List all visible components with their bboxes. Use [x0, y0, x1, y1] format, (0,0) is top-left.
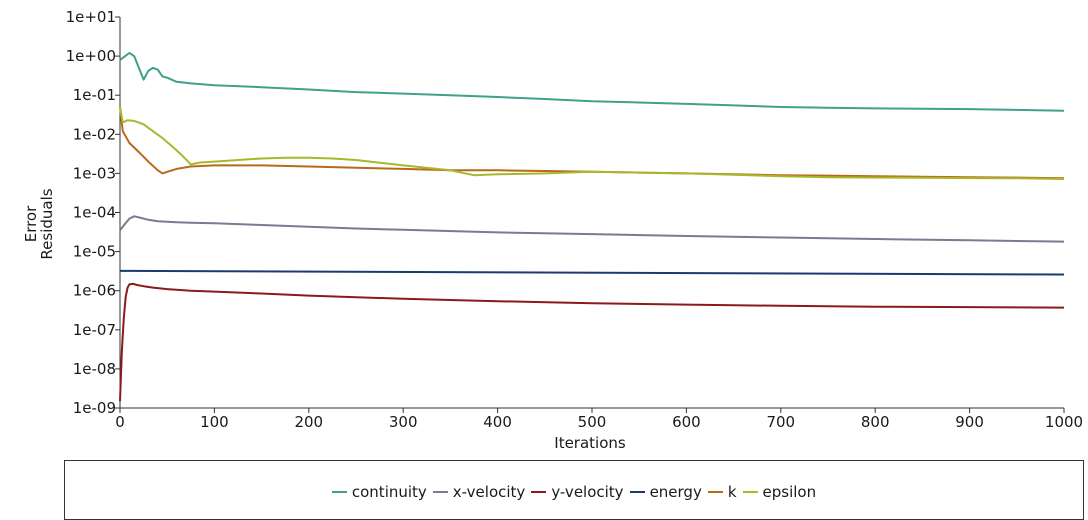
series-line-continuity: [119, 52, 1065, 112]
legend-swatch: [531, 491, 547, 493]
legend-swatch: [629, 491, 645, 493]
y-tick-label: 1e+01: [66, 8, 116, 26]
legend-label: energy: [649, 483, 702, 501]
series-line-x-velocity: [119, 215, 1065, 243]
x-tick-label: 600: [672, 413, 701, 431]
legend-label: k: [727, 483, 737, 501]
series-line-k: [119, 106, 1065, 180]
legend-items: continuity x-velocity y-velocity energy k eps…: [65, 479, 1083, 501]
y-tick-label: 1e-07: [73, 321, 116, 339]
legend-swatch: [432, 491, 448, 493]
series-line-energy: [119, 269, 1065, 276]
x-tick-label: 800: [861, 413, 890, 431]
legend-label: y-velocity: [551, 483, 624, 501]
y-tick-label: 1e-08: [73, 360, 116, 378]
y-tick-label: 1e-01: [73, 86, 116, 104]
series-line-y-velocity: [119, 282, 1065, 402]
legend-item-y-velocity: y-velocity: [531, 483, 624, 501]
residuals-chart: 0 100 200 300 400 500 600 700 800 900 1000 1e+01 1e+…: [22, 8, 1084, 452]
x-tick-label: 0: [115, 413, 125, 431]
legend-item-k: k: [707, 483, 737, 501]
legend-swatch: [742, 491, 758, 493]
legend-item-energy: energy: [629, 483, 702, 501]
y-tick-label: 1e-05: [73, 243, 116, 261]
y-tick-label: 1e+00: [66, 47, 116, 65]
y-tick-label: 1e-03: [73, 164, 116, 182]
x-tick-label: 400: [483, 413, 512, 431]
x-tick-label: 100: [200, 413, 229, 431]
legend-item-epsilon: epsilon: [742, 483, 817, 501]
legend-label: x-velocity: [452, 483, 526, 501]
x-tick-label: 200: [294, 413, 323, 431]
x-tick-label: 900: [955, 413, 984, 431]
y-axis-title-line-2: Residuals: [38, 188, 56, 259]
x-tick-label: 700: [766, 413, 795, 431]
legend-label: continuity: [351, 483, 427, 501]
x-tick-label: 500: [578, 413, 607, 431]
x-tick-label: 300: [389, 413, 418, 431]
tick-labels: 0 100 200 300 400 500 600 700 800 900 1000 1e+01 1e+…: [66, 8, 1084, 431]
y-tick-label: 1e-02: [73, 125, 116, 143]
legend-item-continuity: continuity: [331, 483, 427, 501]
legend-swatch: [707, 491, 723, 493]
legend-label: epsilon: [762, 483, 817, 501]
y-axis-title-line-1: Error: [22, 205, 40, 242]
y-tick-label: 1e-09: [73, 399, 116, 417]
y-tick-label: 1e-04: [73, 204, 116, 222]
legend-swatch: [331, 491, 347, 493]
y-axis-title: Error Residuals: [22, 188, 56, 259]
x-axis-title: Iterations: [554, 434, 626, 452]
y-tick-label: 1e-06: [73, 282, 116, 300]
axes: [115, 16, 1065, 413]
series-lines: [119, 52, 1065, 402]
legend: continuity x-velocity y-velocity energy k eps…: [64, 460, 1084, 520]
series-line-epsilon: [119, 106, 1065, 180]
x-tick-label: 1000: [1045, 413, 1083, 431]
legend-item-x-velocity: x-velocity: [432, 483, 526, 501]
